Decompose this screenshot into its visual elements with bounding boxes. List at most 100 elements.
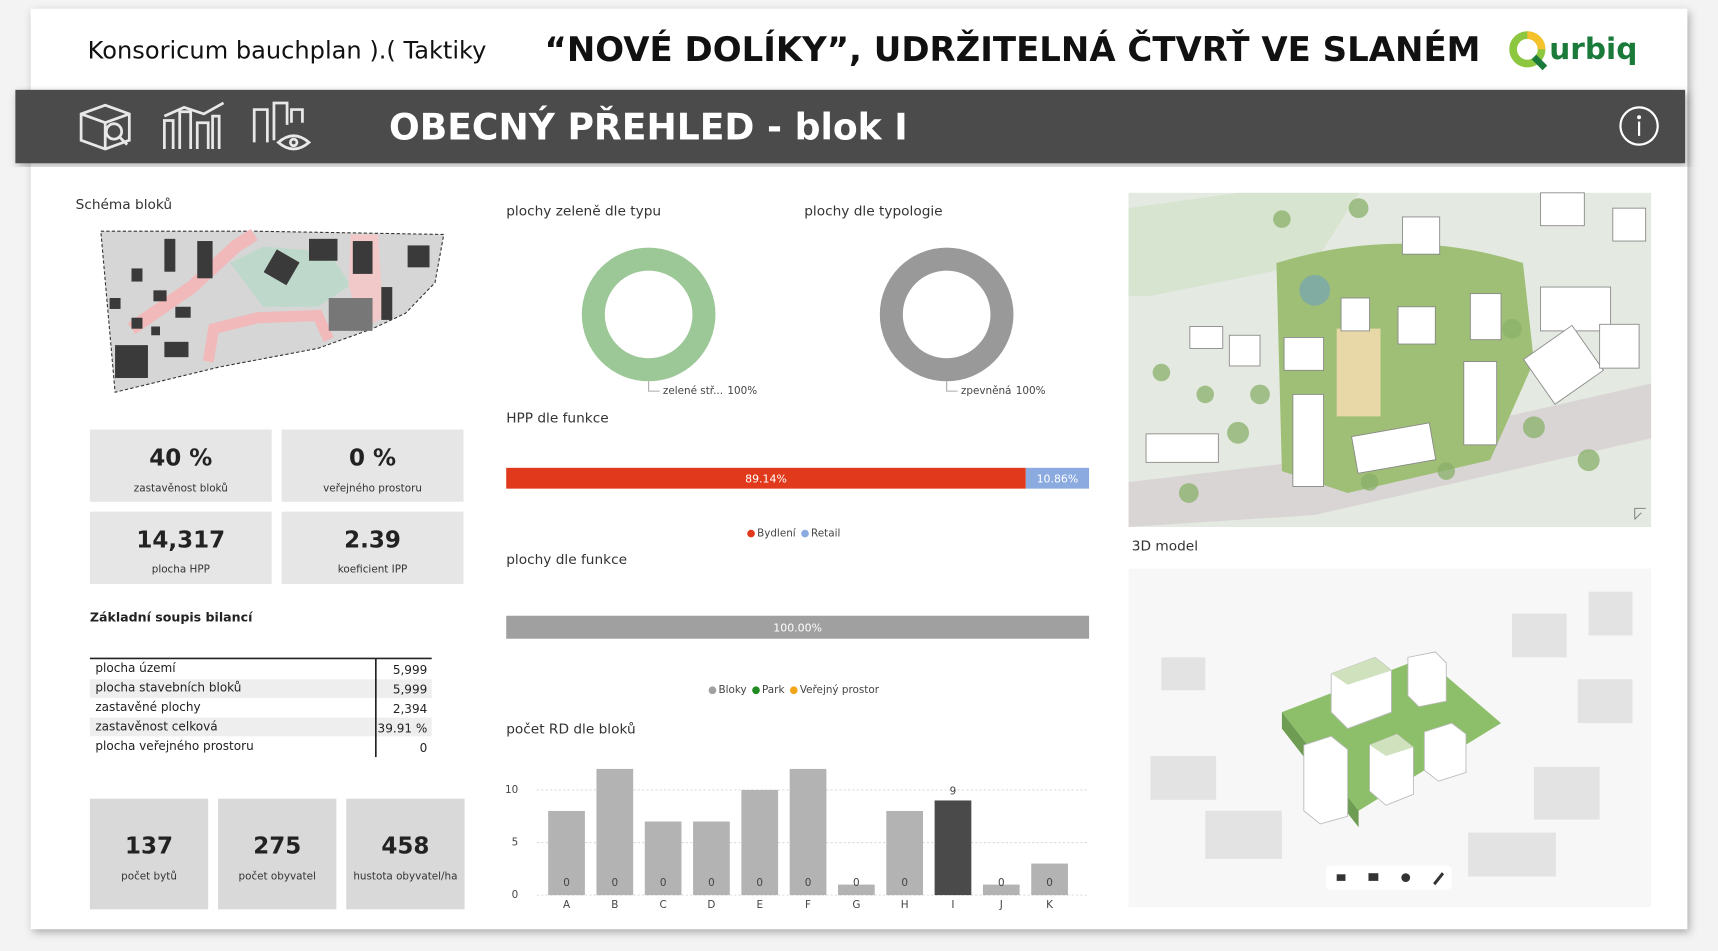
- x-tick-label: H: [901, 899, 909, 911]
- kpi-value: 2.39: [344, 528, 401, 554]
- x-tick-label: K: [1046, 899, 1054, 911]
- data-label: 0: [660, 877, 667, 889]
- table-cell: plocha stavebních bloků: [95, 680, 241, 694]
- x-tick-label: C: [659, 899, 666, 911]
- legend-label: Bydlení: [757, 528, 797, 540]
- chart-title: plochy dle typologie: [804, 203, 942, 219]
- stat-value: 275: [253, 833, 301, 859]
- table-cell: plocha území: [95, 661, 176, 675]
- bar: [644, 821, 682, 896]
- bar: [596, 768, 634, 896]
- table-stripe: [89, 679, 432, 698]
- chart-title: plochy dle funkce: [506, 552, 627, 568]
- legend-label: Bloky: [718, 684, 746, 696]
- x-tick-label: F: [805, 899, 811, 911]
- stat-cards: 137 počet bytů 275 počet obyvatel 458 hu…: [89, 798, 465, 910]
- kpi-card: [89, 511, 272, 584]
- legend-marker: [801, 529, 809, 538]
- stat-card: [89, 798, 209, 910]
- donut-slice: [879, 247, 1014, 382]
- slice-label: zelené stř...: [663, 385, 723, 397]
- leader-line: [946, 381, 958, 392]
- bar-segment: [506, 467, 1026, 489]
- info-button[interactable]: [1619, 106, 1659, 146]
- donut-slice: [581, 247, 716, 382]
- bar: [741, 789, 779, 896]
- data-label: 0: [612, 877, 619, 889]
- nav-bar: [15, 89, 1686, 164]
- model-viewer[interactable]: [1128, 568, 1652, 908]
- table-cell: 5,999: [393, 683, 428, 697]
- legend-label: Veřejný prostor: [800, 684, 880, 696]
- kpi-card: [281, 429, 464, 502]
- stat-card: [346, 798, 465, 910]
- chart-title: plochy zeleně dle typu: [506, 203, 661, 219]
- table-cell: 0: [420, 741, 428, 755]
- stat-value: 137: [125, 833, 173, 859]
- x-tick-label: I: [951, 899, 954, 911]
- slice-value-label: 100%: [727, 385, 757, 397]
- chart-title: HPP dle funkce: [506, 411, 608, 427]
- data-label: 0: [708, 877, 715, 889]
- x-tick-label: D: [707, 899, 715, 911]
- legend-label: Retail: [811, 528, 840, 540]
- x-tick-label: J: [999, 899, 1003, 911]
- nav-title: OBECNÝ PŘEHLED - blok I: [389, 105, 908, 148]
- legend-label: Park: [762, 684, 784, 696]
- nav-icons[interactable]: [79, 101, 312, 151]
- x-tick-label: B: [611, 899, 618, 911]
- data-label: 0: [853, 877, 860, 889]
- data-label: 100.00%: [773, 621, 822, 634]
- kpi-label: zastavěnost bloků: [134, 483, 228, 495]
- kpi-cards: 40 % zastavěnost bloků 0 % veřejného pro…: [89, 429, 464, 584]
- leader-line: [648, 381, 660, 392]
- table: plocha území 5,999 plocha stavebních bloků…: [89, 657, 432, 758]
- x-tick-label: E: [756, 899, 763, 911]
- bar: [789, 768, 827, 896]
- slice-value-label: 100%: [1016, 385, 1046, 397]
- y-tick-label: 5: [512, 837, 519, 849]
- bar-segment: [1025, 467, 1090, 489]
- data-label: 0: [563, 877, 570, 889]
- kpi-value: 0 %: [349, 446, 396, 472]
- bar-segment: [506, 615, 1090, 639]
- kpi-card: [281, 511, 464, 584]
- bar: [1031, 863, 1068, 896]
- data-label: 0: [1046, 877, 1053, 889]
- data-label: 0: [756, 877, 763, 889]
- data-label: 0: [998, 877, 1005, 889]
- kpi-label: veřejného prostoru: [323, 483, 422, 495]
- data-label: 0: [901, 877, 908, 889]
- kpi-card: [89, 429, 272, 502]
- legend-marker: [789, 686, 798, 695]
- expand-icon[interactable]: [1634, 507, 1646, 520]
- stat-card: [218, 798, 337, 910]
- table-cell: zastavěné plochy: [95, 700, 200, 714]
- table-stripe: [89, 717, 432, 737]
- y-tick-label: 10: [505, 784, 518, 796]
- slice-label: zpevněná: [961, 385, 1012, 397]
- stat-value: 458: [381, 833, 429, 859]
- kpi-label: koeficient IPP: [338, 564, 408, 576]
- schema-title: Schéma bloků: [76, 197, 172, 213]
- legend-marker: [747, 529, 755, 538]
- data-label: 10.86%: [1037, 472, 1079, 485]
- x-tick-label: A: [563, 899, 571, 911]
- stat-label: počet bytů: [121, 870, 177, 882]
- table-cell: 5,999: [393, 663, 428, 677]
- stat-label: hustota obyvatel/ha: [353, 870, 457, 882]
- table-cell: 39.91 %: [378, 722, 428, 736]
- schema-map: [100, 228, 445, 393]
- legend-marker: [708, 686, 717, 695]
- model-title: 3D model: [1132, 539, 1198, 555]
- header-left-title: Konsoricum bauchplan ).( Taktiky: [88, 36, 487, 64]
- bar: [548, 810, 585, 896]
- y-tick-label: 0: [512, 889, 519, 901]
- x-tick-label: G: [852, 899, 860, 911]
- kpi-value: 14,317: [136, 528, 225, 554]
- bar: [934, 800, 972, 896]
- bar: [886, 810, 924, 896]
- kpi-label: plocha HPP: [152, 564, 210, 576]
- table-cell: zastavěnost celková: [95, 719, 217, 733]
